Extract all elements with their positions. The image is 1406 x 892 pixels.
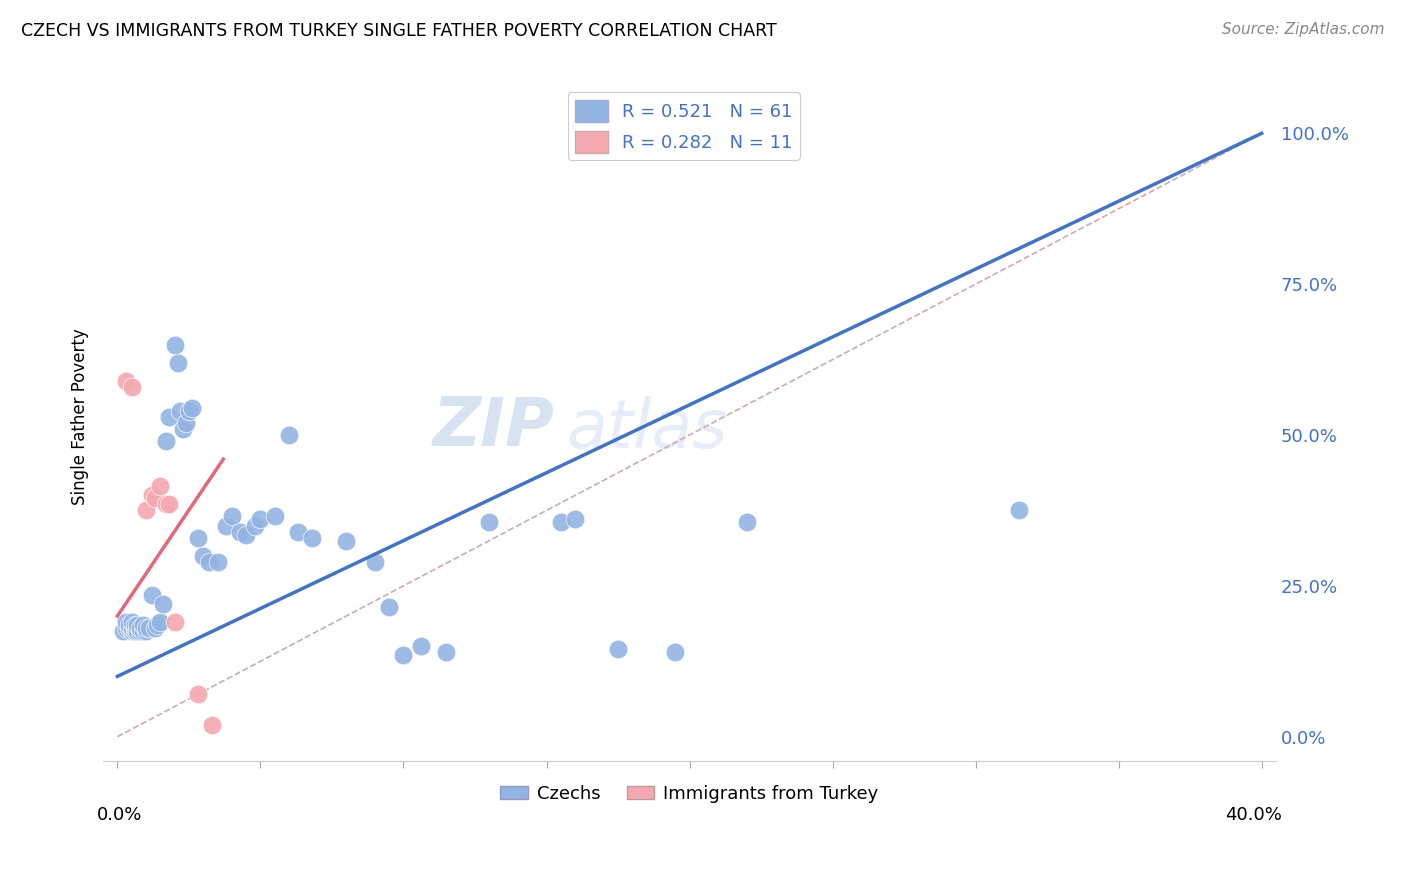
Point [221, 509, 243, 524]
Point [138, 621, 160, 635]
Point [121, 615, 143, 629]
Point [564, 512, 586, 526]
Point [735, 516, 758, 530]
Point [118, 618, 141, 632]
Point [392, 648, 415, 663]
Point [166, 356, 188, 370]
Point [155, 434, 177, 448]
Text: Source: ZipAtlas.com: Source: ZipAtlas.com [1222, 22, 1385, 37]
Point [121, 624, 143, 639]
Point [135, 503, 157, 517]
Point [124, 618, 146, 632]
Point [115, 374, 138, 388]
Point [434, 645, 457, 659]
Point [174, 416, 197, 430]
Point [243, 518, 266, 533]
Point [127, 618, 149, 632]
Point [1007, 503, 1029, 517]
Text: atlas: atlas [567, 396, 727, 462]
Point [378, 599, 401, 614]
Point [121, 380, 143, 394]
Point [409, 639, 432, 653]
Point [129, 621, 152, 635]
Point [132, 618, 155, 632]
Point [215, 518, 238, 533]
Point [149, 615, 172, 629]
Point [115, 621, 138, 635]
Point [112, 624, 135, 639]
Point [364, 555, 387, 569]
Point [129, 624, 152, 639]
Point [157, 497, 180, 511]
Point [169, 404, 191, 418]
Point [124, 621, 146, 635]
Point [141, 588, 163, 602]
Point [127, 624, 149, 639]
Text: 0.0%: 0.0% [97, 805, 142, 823]
Point [132, 624, 155, 639]
Y-axis label: Single Father Poverty: Single Father Poverty [72, 328, 89, 505]
Point [180, 401, 202, 415]
Point [198, 555, 221, 569]
Point [335, 533, 357, 548]
Point [478, 516, 501, 530]
Point [155, 497, 177, 511]
Point [163, 337, 186, 351]
Point [207, 555, 229, 569]
Point [263, 509, 285, 524]
Point [143, 621, 166, 635]
Point [607, 642, 630, 657]
Point [278, 428, 301, 442]
Point [229, 524, 252, 539]
Point [249, 512, 271, 526]
Text: 40.0%: 40.0% [1225, 805, 1282, 823]
Point [157, 409, 180, 424]
Point [177, 404, 200, 418]
Point [235, 527, 257, 541]
Point [124, 624, 146, 639]
Point [121, 621, 143, 635]
Point [115, 615, 138, 629]
Point [301, 531, 323, 545]
Point [186, 688, 208, 702]
Point [193, 549, 215, 563]
Point [143, 491, 166, 506]
Text: CZECH VS IMMIGRANTS FROM TURKEY SINGLE FATHER POVERTY CORRELATION CHART: CZECH VS IMMIGRANTS FROM TURKEY SINGLE F… [21, 22, 778, 40]
Point [163, 615, 186, 629]
Point [141, 488, 163, 502]
Point [550, 516, 572, 530]
Point [172, 422, 194, 436]
Point [201, 717, 224, 731]
Point [135, 621, 157, 635]
Point [118, 621, 141, 635]
Point [149, 479, 172, 493]
Point [146, 618, 169, 632]
Legend: Czechs, Immigrants from Turkey: Czechs, Immigrants from Turkey [494, 778, 886, 810]
Point [287, 524, 309, 539]
Point [186, 531, 208, 545]
Point [152, 597, 174, 611]
Text: ZIP: ZIP [433, 394, 555, 460]
Point [664, 645, 686, 659]
Point [135, 624, 157, 639]
